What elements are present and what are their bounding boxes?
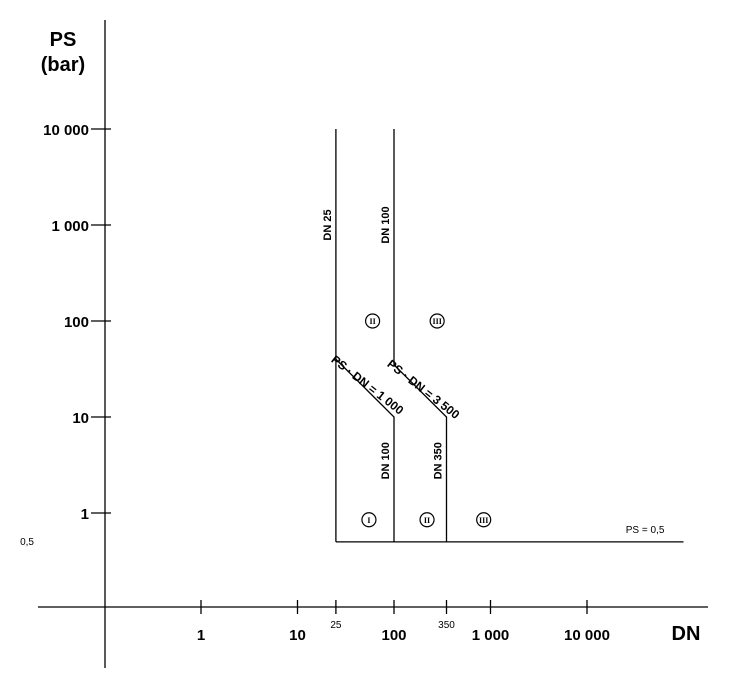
category-marker-label: I: [367, 516, 370, 525]
y-tick-label: 1: [81, 506, 89, 523]
line-annotation: DN 25: [322, 209, 334, 240]
y-tick-label: 10: [72, 410, 89, 427]
line-annotation: DN 100: [380, 206, 392, 243]
y-axis-title: (bar): [41, 54, 85, 76]
x-tick-label: 25: [330, 620, 342, 631]
y-axis-title: PS: [50, 29, 77, 51]
x-axis-title: DN: [672, 623, 701, 645]
category-marker-label: III: [479, 516, 488, 525]
category-marker-circle: [429, 313, 445, 329]
line-annotation: DN 100: [380, 442, 392, 479]
axes: PS (bar) DN 0,5 1 10 100 1 000 10 000 1 10 25 100 350…: [20, 20, 708, 668]
series-group: [335, 129, 684, 543]
x-tick-label: 350: [438, 620, 455, 631]
y-tick-label: 0,5: [20, 537, 34, 548]
line-annotation: PS = 0,5: [626, 525, 665, 536]
x-tick-label: 100: [381, 627, 406, 644]
y-tick-label: 100: [64, 314, 89, 331]
boundary-line-3: [393, 129, 448, 542]
x-tick-label: 1: [197, 627, 205, 644]
x-tick-label: 10: [289, 627, 306, 644]
boundary-line-2: [335, 129, 395, 542]
category-marker-label: II: [424, 516, 430, 525]
category-marker-circle: [419, 512, 435, 528]
y-tick-label: 10 000: [43, 122, 89, 139]
category-marker-circle: [364, 313, 381, 329]
y-tick-label: 1 000: [51, 218, 89, 235]
category-marker-label: III: [432, 317, 441, 326]
category-marker-circle: [361, 512, 377, 528]
x-tick-label: 10 000: [564, 627, 610, 644]
x-tick-label: 1 000: [472, 627, 510, 644]
line-annotation: DN 350: [433, 442, 445, 479]
category-marker-circle: [476, 512, 492, 528]
category-marker-label: II: [369, 317, 375, 326]
